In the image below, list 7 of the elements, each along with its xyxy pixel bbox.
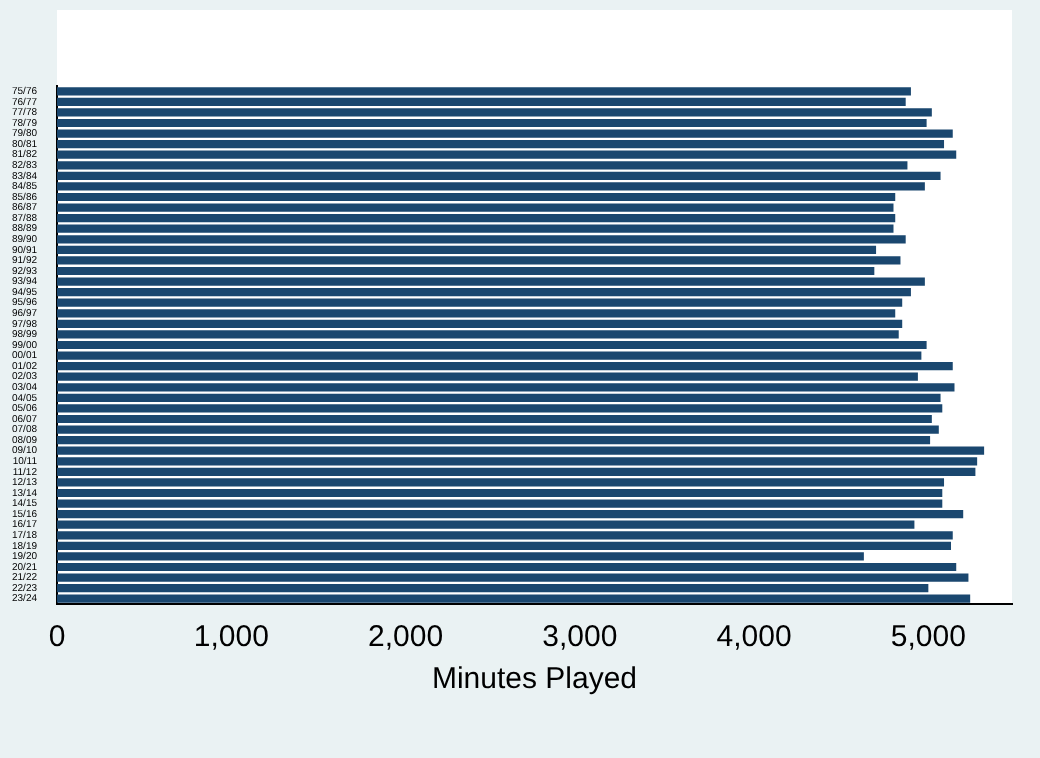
x-tick-label: 2,000	[368, 620, 444, 655]
x-tick-label: 3,000	[542, 620, 618, 655]
x-axis-title: Minutes Played	[431, 662, 638, 697]
x-tick-label: 5,000	[890, 620, 966, 655]
x-tick-label: 0	[48, 620, 66, 655]
x-tick-label: 1,000	[193, 620, 269, 655]
x-tick-label: 4,000	[716, 620, 792, 655]
